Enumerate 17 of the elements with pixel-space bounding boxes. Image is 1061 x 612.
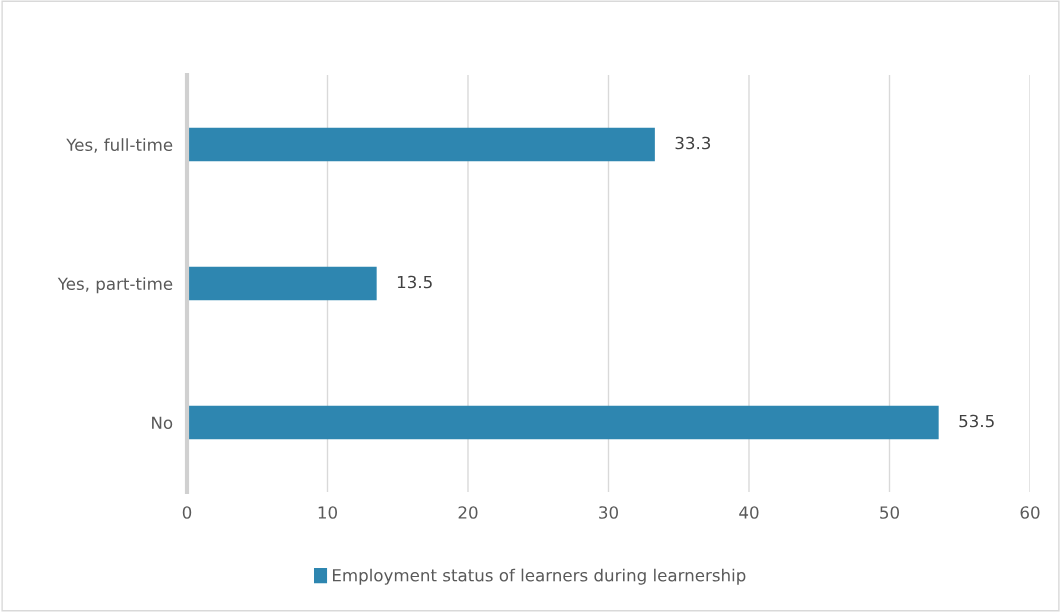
x-tick-label: 0 (182, 506, 192, 519)
bar (187, 127, 655, 162)
x-tick-label: 20 (458, 506, 478, 519)
y-tick-label: Yes, full-time (66, 138, 173, 153)
x-tick-label: 60 (1020, 506, 1040, 519)
x-tick-label: 30 (599, 506, 618, 519)
data-label: 53.5 (959, 414, 994, 428)
x-tick-label: 50 (880, 506, 899, 519)
bar (187, 266, 377, 301)
x-tick-label: 40 (739, 506, 759, 519)
y-tick-label: No (152, 416, 173, 430)
data-label: 13.5 (397, 275, 432, 289)
legend-label: Employment status of learners during learnership (333, 568, 746, 585)
y-tick-label: Yes, part-time (57, 277, 173, 294)
bar (187, 405, 939, 440)
x-tick-label: 10 (318, 506, 337, 519)
data-label: 33.3 (675, 136, 711, 150)
